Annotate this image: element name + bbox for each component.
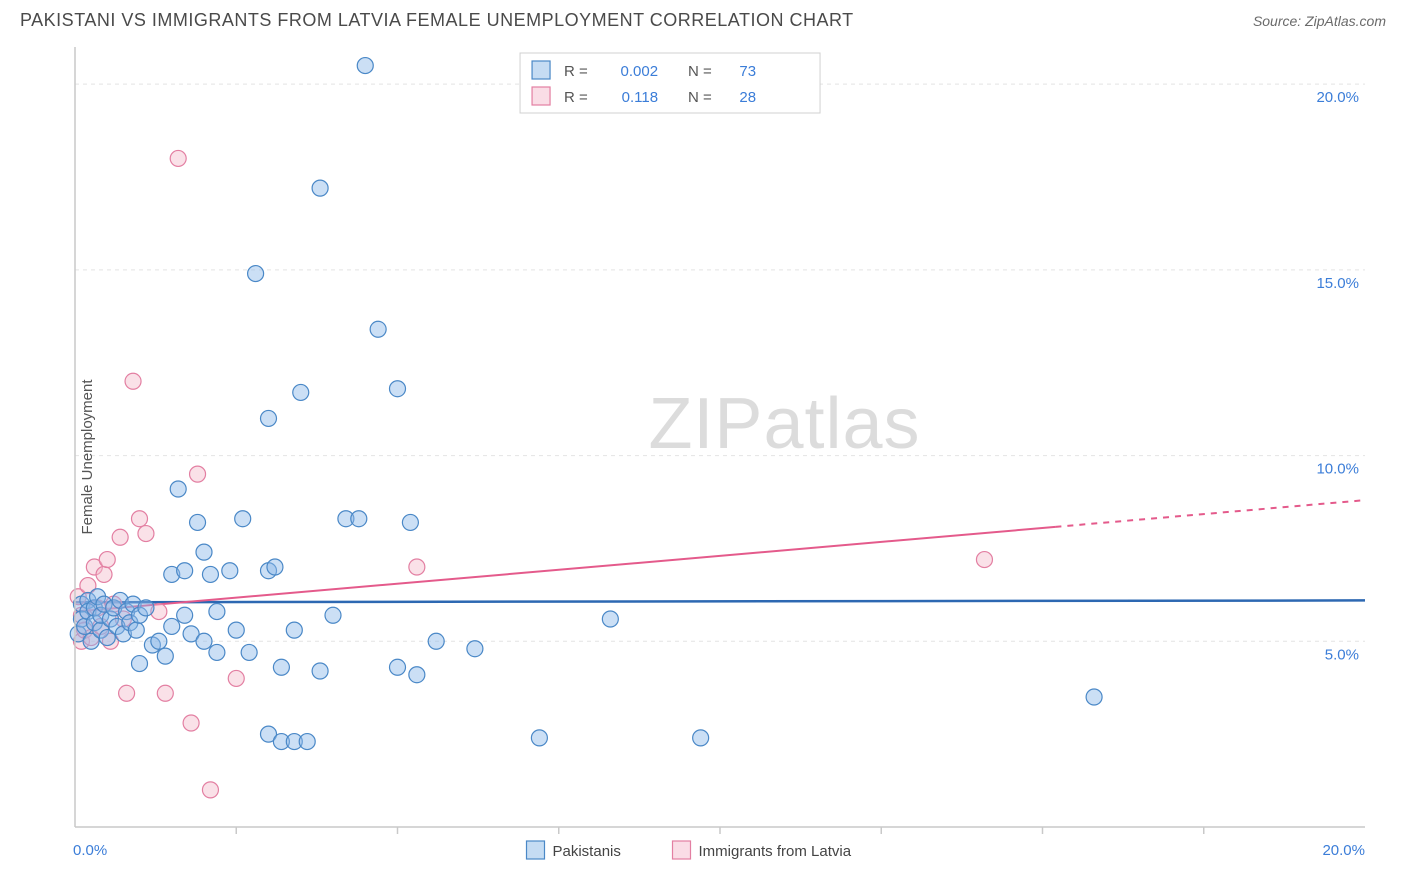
legend-swatch <box>532 87 550 105</box>
point-latvia <box>170 150 186 166</box>
point-pakistanis <box>428 633 444 649</box>
point-latvia <box>119 685 135 701</box>
point-pakistanis <box>1086 689 1102 705</box>
y-tick-label: 20.0% <box>1316 89 1359 106</box>
y-axis-label: Female Unemployment <box>79 379 96 534</box>
point-latvia <box>409 559 425 575</box>
point-pakistanis <box>357 58 373 74</box>
point-pakistanis <box>151 633 167 649</box>
source-attribution: Source: ZipAtlas.com <box>1253 13 1386 29</box>
point-pakistanis <box>312 180 328 196</box>
series-label: Pakistanis <box>553 843 621 860</box>
point-pakistanis <box>209 644 225 660</box>
point-pakistanis <box>390 659 406 675</box>
point-pakistanis <box>312 663 328 679</box>
point-pakistanis <box>157 648 173 664</box>
point-pakistanis <box>177 563 193 579</box>
point-latvia <box>183 715 199 731</box>
chart-header: PAKISTANI VS IMMIGRANTS FROM LATVIA FEMA… <box>0 0 1406 37</box>
point-latvia <box>132 511 148 527</box>
point-pakistanis <box>273 659 289 675</box>
legend-swatch <box>532 61 550 79</box>
point-latvia <box>157 685 173 701</box>
legend-n-label: N = <box>688 89 712 106</box>
point-latvia <box>202 782 218 798</box>
chart-title: PAKISTANI VS IMMIGRANTS FROM LATVIA FEMA… <box>20 10 854 31</box>
x-tick-min: 0.0% <box>73 842 107 859</box>
point-pakistanis <box>138 600 154 616</box>
point-latvia <box>96 566 112 582</box>
point-pakistanis <box>190 514 206 530</box>
point-latvia <box>228 670 244 686</box>
y-tick-label: 5.0% <box>1325 646 1359 663</box>
scatter-chart: 5.0% 10.0% 15.0% 20.0% ZIPatlas 0.0% 20.0% R = 0… <box>20 37 1386 877</box>
point-pakistanis <box>693 730 709 746</box>
point-latvia <box>99 552 115 568</box>
point-pakistanis <box>241 644 257 660</box>
watermark: ZIPatlas <box>648 384 920 464</box>
trendline-latvia-extrapolated <box>1055 500 1365 527</box>
trendline-pakistanis <box>75 600 1365 602</box>
point-pakistanis <box>248 266 264 282</box>
point-pakistanis <box>228 622 244 638</box>
y-tick-label: 10.0% <box>1316 461 1359 478</box>
legend-n-value: 28 <box>739 89 756 106</box>
series-swatch <box>673 841 691 859</box>
point-pakistanis <box>267 559 283 575</box>
point-pakistanis <box>293 384 309 400</box>
legend-n-label: N = <box>688 63 712 80</box>
point-pakistanis <box>196 633 212 649</box>
point-latvia <box>138 526 154 542</box>
point-pakistanis <box>325 607 341 623</box>
point-latvia <box>112 529 128 545</box>
point-pakistanis <box>467 641 483 657</box>
chart-area: Female Unemployment 5.0% 10.0% 15.0% 20.0% Z… <box>20 37 1386 877</box>
point-pakistanis <box>209 604 225 620</box>
point-latvia <box>976 552 992 568</box>
series-swatch <box>527 841 545 859</box>
x-tick-max: 20.0% <box>1322 842 1365 859</box>
legend-n-value: 73 <box>739 63 756 80</box>
point-pakistanis <box>177 607 193 623</box>
point-pakistanis <box>202 566 218 582</box>
legend-r-label: R = <box>564 63 588 80</box>
series-label: Immigrants from Latvia <box>699 843 852 860</box>
legend-r-label: R = <box>564 89 588 106</box>
point-pakistanis <box>370 321 386 337</box>
point-pakistanis <box>222 563 238 579</box>
point-pakistanis <box>602 611 618 627</box>
point-pakistanis <box>164 618 180 634</box>
point-pakistanis <box>128 622 144 638</box>
point-pakistanis <box>196 544 212 560</box>
y-tick-label: 15.0% <box>1316 275 1359 292</box>
legend-r-value: 0.002 <box>621 63 659 80</box>
point-pakistanis <box>299 734 315 750</box>
point-pakistanis <box>351 511 367 527</box>
point-latvia <box>125 373 141 389</box>
point-pakistanis <box>409 667 425 683</box>
point-pakistanis <box>390 381 406 397</box>
point-pakistanis <box>132 656 148 672</box>
point-pakistanis <box>402 514 418 530</box>
legend-r-value: 0.118 <box>622 89 658 106</box>
point-pakistanis <box>531 730 547 746</box>
point-pakistanis <box>235 511 251 527</box>
point-pakistanis <box>286 622 302 638</box>
point-latvia <box>190 466 206 482</box>
point-pakistanis <box>261 410 277 426</box>
point-pakistanis <box>170 481 186 497</box>
